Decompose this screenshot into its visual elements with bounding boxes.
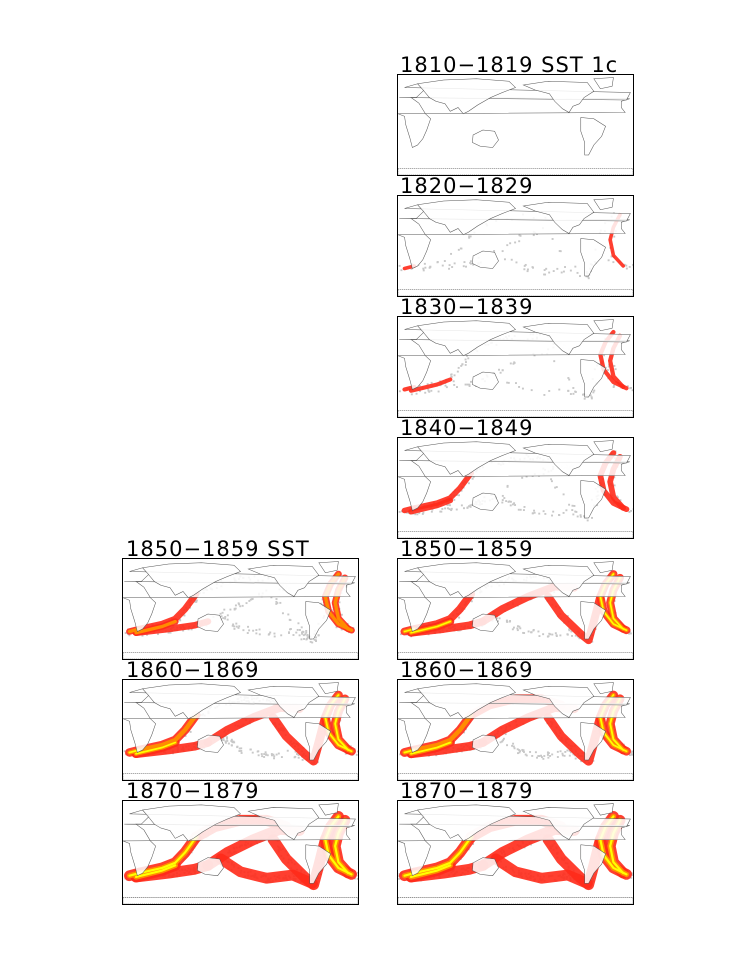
- coastlines: [398, 561, 633, 659]
- panel-title-1870-left: 1870−1879: [126, 779, 260, 803]
- coastlines: [123, 682, 358, 780]
- panel-title-1860-right: 1860−1869: [400, 658, 534, 682]
- coverage-map-1820: [397, 195, 634, 297]
- world-map-svg: [398, 77, 633, 175]
- coastlines: [398, 319, 633, 417]
- coverage-map-1850-left: [122, 558, 359, 660]
- coastlines: [398, 440, 633, 538]
- coastlines: [123, 561, 358, 659]
- world-map-svg: [398, 682, 633, 780]
- world-map-svg: [398, 319, 633, 417]
- coverage-map-1870-right: [397, 800, 634, 905]
- panel-title-1850-right: 1850−1859: [400, 537, 534, 561]
- coastlines: [123, 803, 358, 904]
- coastlines: [398, 77, 633, 175]
- coverage-map-1810: [397, 74, 634, 176]
- world-map-svg: [398, 440, 633, 538]
- world-map-svg: [398, 198, 633, 296]
- coverage-map-1860-left: [122, 679, 359, 781]
- world-map-svg: [398, 803, 633, 904]
- coastlines: [398, 198, 633, 296]
- coverage-map-1830: [397, 316, 634, 418]
- panel-title-1820: 1820−1829: [400, 174, 534, 198]
- world-map-svg: [123, 682, 358, 780]
- coastlines: [398, 803, 633, 904]
- panel-title-1810: 1810−1819 SST 1c: [400, 53, 619, 77]
- panel-title-1870-right: 1870−1879: [400, 779, 534, 803]
- world-map-svg: [123, 561, 358, 659]
- panel-title-1860-left: 1860−1869: [126, 658, 260, 682]
- panel-title-1830: 1830−1839: [400, 295, 534, 319]
- coastlines: [398, 682, 633, 780]
- coverage-map-1860-right: [397, 679, 634, 781]
- panel-title-1850-left: 1850−1859 SST: [126, 537, 310, 561]
- world-map-svg: [123, 803, 358, 904]
- panel-title-1840: 1840−1849: [400, 416, 534, 440]
- coverage-map-1850-right: [397, 558, 634, 660]
- world-map-svg: [398, 561, 633, 659]
- coverage-map-1870-left: [122, 800, 359, 905]
- coverage-map-1840: [397, 437, 634, 539]
